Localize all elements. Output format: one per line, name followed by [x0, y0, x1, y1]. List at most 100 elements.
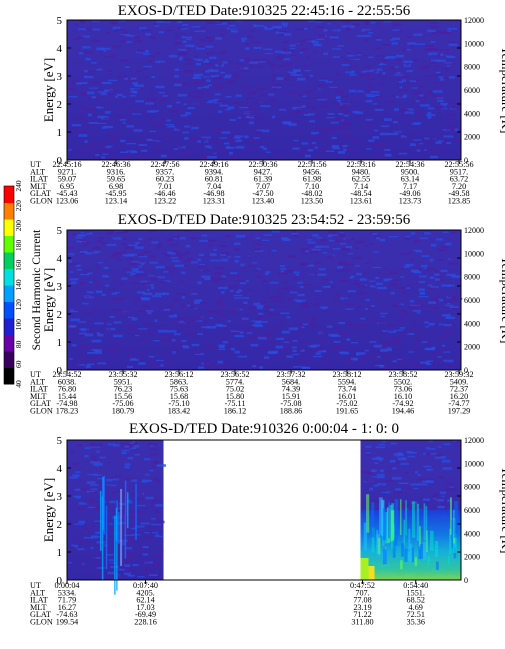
spectrogram-texture-mark	[306, 75, 310, 79]
spectrogram-texture-mark	[330, 121, 339, 124]
spectrogram-texture-mark	[307, 241, 316, 244]
spectrogram-texture-mark	[119, 139, 126, 143]
spectrogram-texture-mark	[126, 142, 137, 145]
spectrogram-texture-mark	[80, 487, 88, 491]
spectrogram-texture-mark	[377, 73, 387, 76]
spectrogram-texture-mark	[276, 77, 284, 81]
spectrogram-texture-mark	[256, 121, 262, 124]
spectrogram-texture-mark	[201, 275, 211, 279]
spectrogram-texture-mark	[276, 57, 284, 60]
table-cell: 62.55	[352, 175, 370, 184]
spectrogram-texture-mark	[263, 305, 271, 308]
colorbar-swatch	[4, 186, 14, 203]
spectrogram-texture-mark	[246, 332, 253, 334]
spectrogram-texture-mark	[424, 141, 430, 144]
spectrogram-texture-mark	[134, 246, 144, 249]
spectrogram-texture-mark	[416, 503, 420, 541]
table-cell: 0:54:40	[403, 581, 428, 590]
spectrogram-texture-mark	[423, 503, 426, 541]
spectrogram-texture-mark	[246, 326, 256, 330]
spectrogram-texture-mark	[282, 40, 289, 44]
spectrogram-texture-mark	[429, 155, 439, 159]
spectrogram-texture-mark	[278, 320, 285, 323]
spectrogram-texture-mark	[348, 89, 357, 93]
spectrogram-texture-mark	[150, 277, 159, 281]
spectrogram-texture-mark	[135, 100, 144, 103]
spectrogram-texture-mark	[189, 237, 198, 239]
spectrogram-texture-mark	[336, 118, 344, 121]
spectrogram-texture-mark	[185, 251, 191, 254]
spectrogram-texture-mark	[141, 560, 150, 563]
spectrogram-texture-mark	[293, 69, 302, 72]
spectrogram-texture-mark	[251, 320, 261, 322]
spectrogram-texture-mark	[447, 258, 451, 260]
spectrogram-texture-mark	[125, 107, 132, 110]
spectrogram-texture-mark	[79, 354, 86, 356]
spectrogram-texture-mark	[148, 469, 154, 472]
y2-tick-label: 2000	[464, 553, 480, 562]
spectrogram-texture-mark	[401, 543, 404, 557]
row-label: GLON	[30, 618, 53, 627]
spectrogram-texture-mark	[430, 306, 439, 309]
table-cell: -48.02	[301, 189, 322, 198]
spectrogram-texture-mark	[169, 268, 177, 271]
spectrogram-texture-mark	[78, 321, 87, 323]
spectrogram-texture-mark	[130, 77, 137, 80]
spectrogram-texture-mark	[151, 518, 156, 520]
spectrogram-texture-mark	[403, 519, 406, 546]
colorbar-swatch	[4, 252, 14, 269]
spectrogram-texture-mark	[243, 58, 251, 61]
spectrogram-texture-mark	[304, 69, 311, 72]
spectrogram-texture-mark	[246, 97, 255, 100]
spectrogram-texture-mark	[395, 488, 402, 491]
table-cell: 4205.	[136, 588, 154, 597]
spectrogram-texture-mark	[205, 36, 214, 40]
spectrogram-texture-mark	[219, 51, 227, 54]
spectrogram-texture-mark	[429, 440, 433, 443]
spectrogram-texture-mark	[126, 477, 133, 480]
spectrogram-texture-mark	[70, 318, 80, 322]
spectrogram-texture-mark	[271, 74, 279, 77]
spectrogram-texture-mark	[366, 77, 376, 80]
table-cell: 123.40	[252, 197, 275, 206]
spectrogram-texture-mark	[447, 359, 454, 363]
spectrogram-texture-mark	[110, 265, 114, 267]
spectrogram-texture-mark	[446, 333, 453, 336]
spectrogram-texture-mark	[220, 254, 226, 256]
spectrogram-texture-mark	[327, 349, 338, 351]
spectrogram-texture-mark	[349, 276, 354, 279]
spectrogram-texture-mark	[388, 338, 399, 342]
spectrogram-texture-mark	[134, 90, 138, 94]
spectrogram-texture-mark	[392, 37, 400, 40]
spectrogram-texture-mark	[350, 101, 355, 103]
spectrogram-texture-mark	[375, 446, 386, 449]
y2-tick-label: 6000	[464, 296, 480, 305]
spectrogram-texture-mark	[428, 274, 435, 277]
spectrogram-texture-mark	[360, 317, 366, 320]
spectrogram-texture-mark	[283, 288, 291, 291]
spectrogram-texture-mark	[142, 553, 149, 556]
spectrogram-texture-mark	[249, 139, 257, 143]
spectrogram-texture-mark	[292, 340, 298, 342]
spectrogram-texture-mark	[126, 443, 137, 447]
spectrogram-texture-mark	[124, 445, 130, 448]
spectrogram-texture-mark	[120, 40, 126, 43]
spectrogram-texture-mark	[126, 150, 136, 152]
spectrogram-texture-mark	[91, 96, 97, 99]
table-cell: 75.02	[226, 385, 244, 394]
spectrogram-texture-mark	[253, 137, 260, 139]
spectrogram-texture-mark	[232, 133, 241, 136]
spectrogram-texture-mark	[132, 270, 139, 273]
spectrogram-texture-mark	[418, 526, 421, 549]
table-cell: 7.14	[354, 182, 368, 191]
spectrogram-texture-mark	[120, 34, 131, 37]
spectrogram-texture-mark	[249, 64, 253, 68]
spectrogram-texture-mark	[380, 348, 384, 350]
spectrogram-texture-mark	[288, 123, 297, 126]
spectrogram-texture-mark	[326, 37, 330, 39]
spectrogram-texture-mark	[426, 343, 432, 345]
spectrogram-texture-mark	[259, 93, 266, 97]
spectrogram-texture-mark	[237, 355, 248, 358]
spectrogram-texture-mark	[400, 135, 407, 138]
spectrogram-texture-mark	[390, 292, 395, 295]
